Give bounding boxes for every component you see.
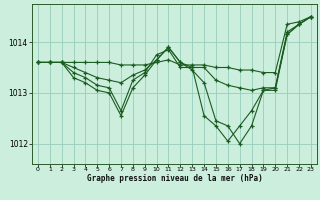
X-axis label: Graphe pression niveau de la mer (hPa): Graphe pression niveau de la mer (hPa): [86, 174, 262, 183]
